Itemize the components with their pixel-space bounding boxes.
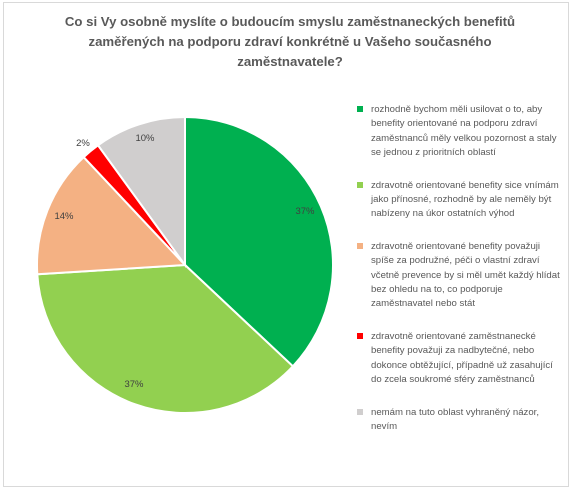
- legend-swatch: [357, 181, 363, 188]
- legend-swatch: [357, 332, 363, 339]
- pie-slice-2: [36, 263, 295, 414]
- slice-value-label-2: 37%: [124, 379, 144, 390]
- legend-item-1: rozhodně bychom měli usilovat o to, aby …: [355, 103, 560, 161]
- chart-legend: rozhodně bychom měli usilovat o to, aby …: [355, 103, 560, 452]
- legend-item-3: zdravotně orientované benefity považuji …: [355, 240, 560, 312]
- legend-swatch: [357, 408, 363, 415]
- pie-slice-5: [96, 115, 186, 269]
- slice-value-label-3: 14%: [54, 211, 74, 222]
- legend-swatch: [357, 242, 363, 249]
- chart-title: Co si Vy osobně myslíte o budoucím smysl…: [64, 14, 516, 69]
- slice-value-label-1: 37%: [295, 206, 315, 217]
- slice-value-label-5: 10%: [135, 133, 155, 144]
- legend-label: nemám na tuto oblast vyhraněný názor, ne…: [371, 406, 539, 432]
- legend-label: rozhodně bychom měli usilovat o to, aby …: [371, 104, 557, 159]
- legend-label: zdravotně orientované benefity sice vním…: [371, 179, 559, 220]
- pie-slice-3: [36, 155, 188, 276]
- legend-item-4: zdravotně orientované zaměstnanecké bene…: [355, 330, 560, 388]
- pie-slice-1: [184, 115, 334, 368]
- legend-label: zdravotně orientované benefity považuji …: [371, 240, 560, 310]
- legend-item-5: nemám na tuto oblast vyhraněný názor, ne…: [355, 406, 560, 435]
- slice-value-label-4: 2%: [76, 138, 90, 149]
- legend-swatch: [357, 106, 363, 112]
- legend-label: zdravotně orientované zaměstnanecké bene…: [371, 330, 553, 386]
- legend-item-2: zdravotně orientované benefity sice vním…: [355, 179, 560, 222]
